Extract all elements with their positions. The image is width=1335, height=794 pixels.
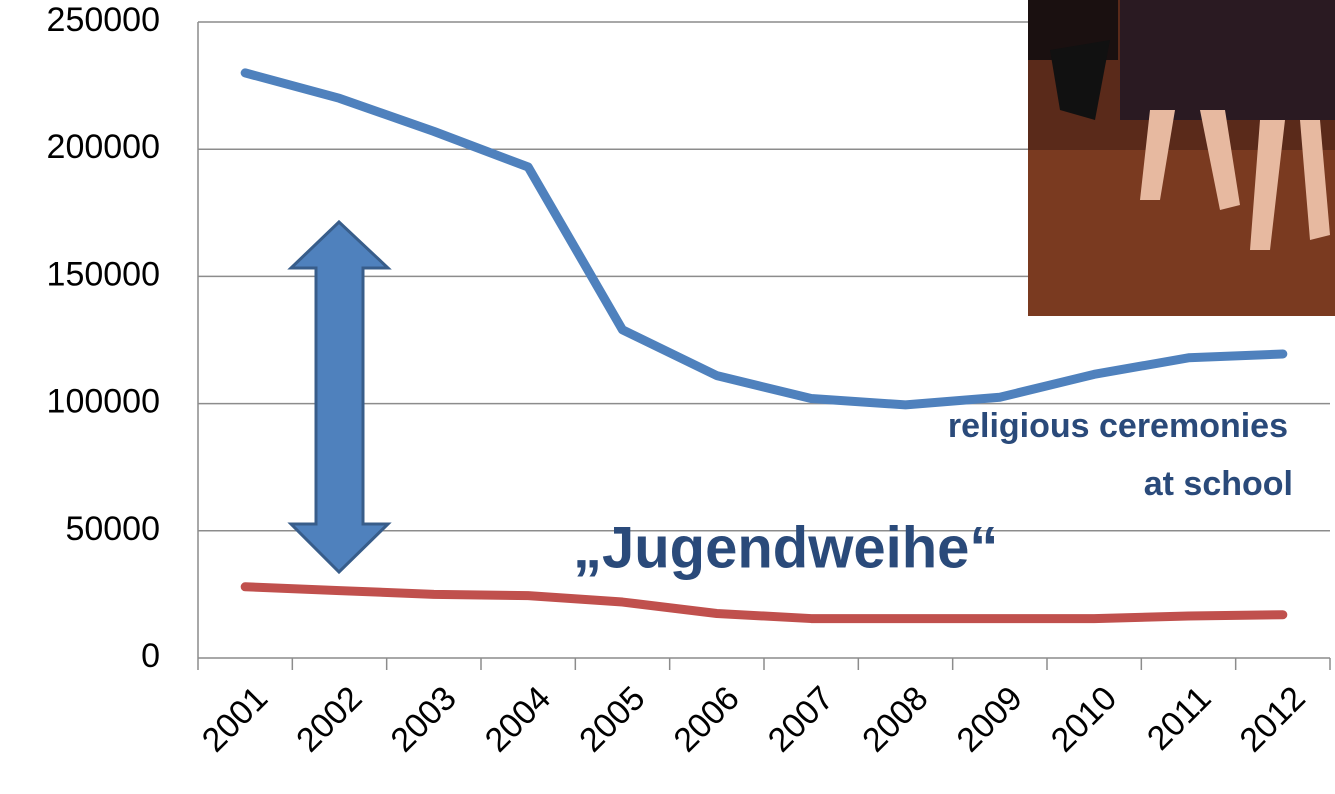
x-tick-label: 2011	[1140, 679, 1219, 758]
annotation: religious ceremonies	[948, 407, 1288, 445]
y-tick-label: 200000	[47, 128, 160, 166]
y-tick-label: 0	[141, 637, 160, 675]
annotation: at school	[1144, 465, 1293, 503]
x-tick-label: 2010	[1044, 679, 1124, 759]
y-tick-label: 250000	[47, 1, 160, 39]
annotation: „Jugendweihe“	[573, 515, 998, 580]
y-tick-label: 50000	[65, 510, 160, 548]
x-tick-label: 2006	[666, 679, 746, 759]
x-tick-label: 2004	[478, 679, 558, 759]
y-tick-label: 100000	[47, 383, 160, 421]
x-tick-label: 2012	[1232, 679, 1312, 759]
x-tick-label: 2008	[855, 679, 935, 759]
double-arrow	[291, 222, 388, 572]
y-tick-label: 150000	[47, 255, 160, 293]
chart: religious ceremonies at school „Jugendwe…	[0, 0, 1335, 794]
x-tick-label: 2005	[572, 679, 652, 759]
x-tick-label: 2003	[383, 679, 463, 759]
line-series	[245, 587, 1283, 619]
photo	[1028, 0, 1335, 316]
x-tick-label: 2002	[289, 679, 369, 759]
x-tick-label: 2001	[195, 679, 275, 759]
x-tick-label: 2009	[949, 679, 1029, 759]
x-tick-label: 2007	[761, 679, 841, 759]
